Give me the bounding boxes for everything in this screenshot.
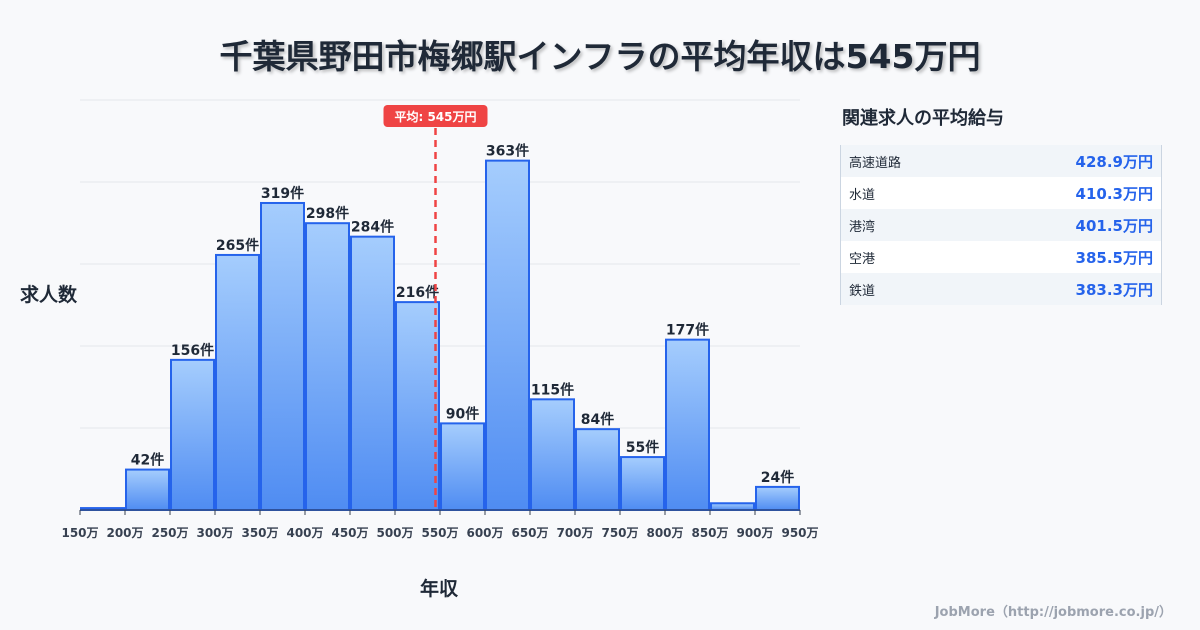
x-tick-label: 350万 bbox=[241, 526, 278, 540]
x-tick-label: 550万 bbox=[421, 526, 458, 540]
x-tick-label: 300万 bbox=[196, 526, 233, 540]
footer-credit: JobMore（http://jobmore.co.jp/） bbox=[934, 605, 1172, 620]
bar-data-label: 55件 bbox=[626, 439, 659, 456]
x-tick-label: 450万 bbox=[331, 526, 368, 540]
related-salary-title: 関連求人の平均給与 bbox=[842, 108, 1004, 129]
histogram-bar bbox=[215, 253, 260, 511]
bar-data-label: 298件 bbox=[306, 205, 349, 222]
histogram-bar bbox=[395, 301, 440, 511]
bar-data-label: 319件 bbox=[261, 185, 304, 202]
histogram-bar bbox=[530, 398, 575, 511]
x-tick-label: 750万 bbox=[601, 526, 638, 540]
table-row: 空港 385.5万円 bbox=[841, 241, 1161, 273]
job-name: 水道 bbox=[849, 187, 876, 203]
job-salary: 401.5万円 bbox=[1075, 216, 1153, 235]
job-name: 鉄道 bbox=[849, 283, 876, 299]
job-name: 港湾 bbox=[849, 219, 876, 235]
histogram-bar bbox=[710, 502, 755, 511]
histogram-bar bbox=[485, 159, 530, 512]
x-tick-label: 250万 bbox=[151, 526, 188, 540]
x-tick-label: 700万 bbox=[556, 526, 593, 540]
x-tick-label: 200万 bbox=[106, 526, 143, 540]
bar-data-label: 24件 bbox=[761, 469, 794, 486]
histogram-bar bbox=[755, 485, 800, 511]
histogram-bar bbox=[620, 456, 665, 512]
bar-data-label: 90件 bbox=[446, 405, 479, 422]
histogram-bar bbox=[260, 201, 305, 511]
table-row: 高速道路 428.9万円 bbox=[841, 145, 1161, 177]
bar-data-label: 84件 bbox=[581, 411, 614, 428]
job-salary: 385.5万円 bbox=[1075, 248, 1153, 267]
bar-data-label: 177件 bbox=[666, 322, 709, 339]
chart-title: 千葉県野田市梅郷駅インフラの平均年収は545万円 bbox=[219, 37, 981, 76]
x-tick-label: 600万 bbox=[466, 526, 503, 540]
histogram-bar bbox=[440, 422, 485, 511]
job-name: 高速道路 bbox=[849, 155, 902, 171]
job-name: 空港 bbox=[849, 251, 876, 267]
x-tick-label: 500万 bbox=[376, 526, 413, 540]
x-tick-label: 150万 bbox=[61, 526, 98, 540]
histogram-bar bbox=[125, 468, 170, 511]
bar-data-label: 42件 bbox=[131, 452, 164, 469]
job-salary: 410.3万円 bbox=[1075, 184, 1153, 203]
related-salary-table: 高速道路 428.9万円 水道 410.3万円 港湾 401.5万円 空港 385.5万… bbox=[840, 145, 1162, 305]
bar-data-label: 115件 bbox=[531, 381, 574, 398]
histogram-bar bbox=[665, 338, 710, 511]
x-tick-label: 800万 bbox=[646, 526, 683, 540]
table-row: 港湾 401.5万円 bbox=[841, 209, 1161, 241]
table-row: 鉄道 383.3万円 bbox=[841, 273, 1161, 305]
job-salary: 383.3万円 bbox=[1075, 280, 1153, 299]
histogram-bar bbox=[305, 222, 350, 512]
table-row: 水道 410.3万円 bbox=[841, 177, 1161, 209]
x-axis-label: 年収 bbox=[420, 578, 459, 600]
x-tick-label: 400万 bbox=[286, 526, 323, 540]
average-label: 平均: 545万円 bbox=[394, 109, 476, 124]
x-tick-label: 650万 bbox=[511, 526, 548, 540]
histogram-bar bbox=[350, 235, 395, 512]
bar-data-label: 156件 bbox=[171, 342, 214, 359]
bar-data-label: 363件 bbox=[486, 143, 529, 160]
histogram-bar bbox=[575, 428, 620, 512]
histogram-bar bbox=[170, 358, 215, 511]
x-tick-label: 950万 bbox=[781, 526, 818, 540]
y-axis-label: 求人数 bbox=[20, 284, 78, 306]
average-badge bbox=[383, 105, 488, 127]
bar-data-label: 216件 bbox=[396, 284, 439, 301]
x-tick-label: 900万 bbox=[736, 526, 773, 540]
job-salary: 428.9万円 bbox=[1075, 152, 1153, 171]
bar-data-label: 265件 bbox=[216, 237, 259, 254]
bar-data-label: 284件 bbox=[351, 219, 394, 236]
x-tick-label: 850万 bbox=[691, 526, 728, 540]
